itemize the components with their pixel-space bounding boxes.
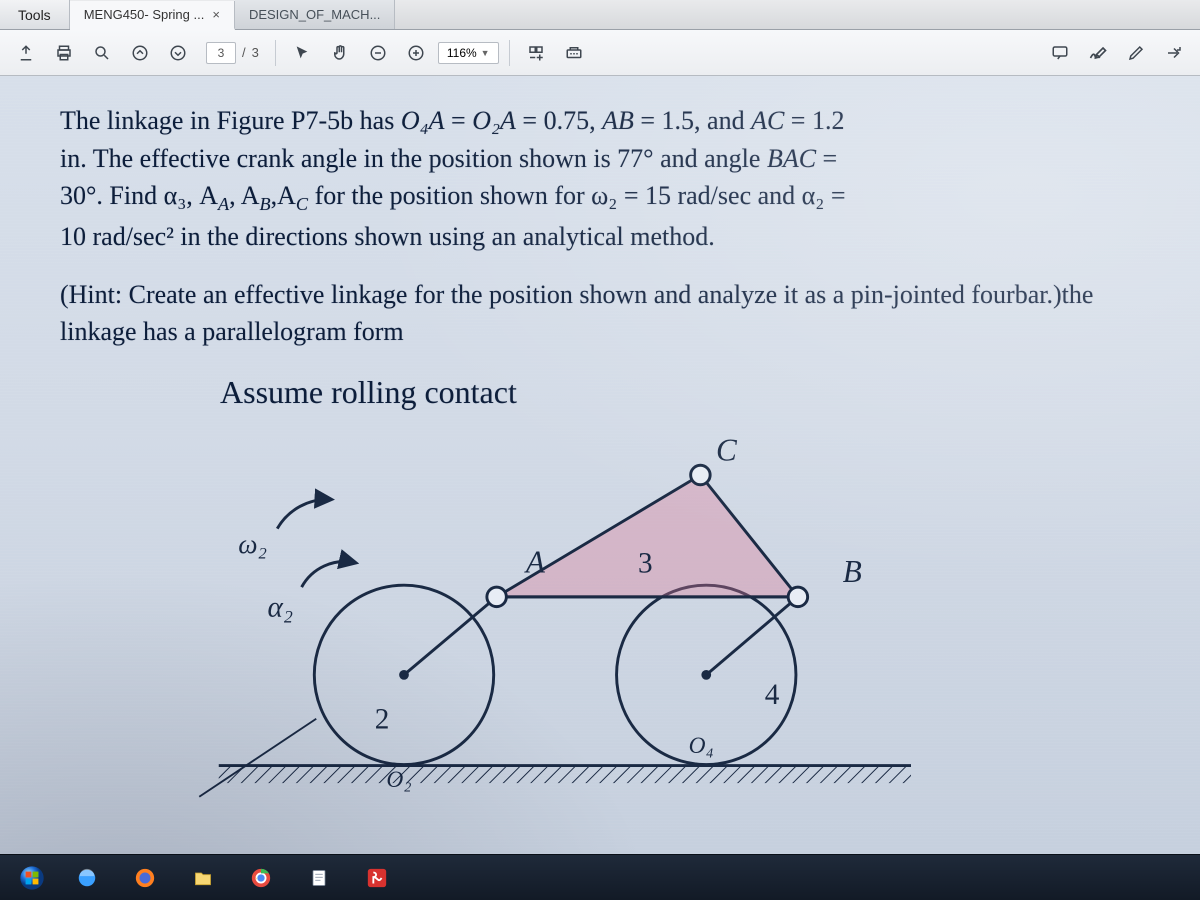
search-icon[interactable] (86, 37, 118, 69)
page-down-icon[interactable] (162, 37, 194, 69)
tab-inactive-label: DESIGN_OF_MACH... (249, 7, 380, 22)
windows-taskbar (0, 854, 1200, 900)
pdf-toolbar: 3 / 3 116% ▼ (0, 30, 1200, 76)
page-up-icon[interactable] (124, 37, 156, 69)
omega2-arrow (277, 499, 331, 528)
tab-active[interactable]: MENG450- Spring ... × (70, 1, 235, 30)
typewriter-icon[interactable] (558, 37, 590, 69)
pin-C (691, 465, 711, 485)
page-sep: / (242, 45, 246, 60)
tools-menu-button[interactable]: Tools (0, 0, 70, 29)
toolbar-separator (275, 40, 276, 66)
label-3: 3 (638, 548, 653, 580)
forward-icon[interactable] (1158, 37, 1190, 69)
taskbar-explorer-icon[interactable] (176, 859, 230, 897)
label-omega2: ω₂ (238, 529, 267, 559)
label-O2: O₂ (386, 767, 411, 793)
tab-inactive[interactable]: DESIGN_OF_MACH... (235, 0, 395, 29)
tab-strip: Tools MENG450- Spring ... × DESIGN_OF_MA… (0, 0, 1200, 30)
label-C: C (716, 432, 738, 467)
comment-icon[interactable] (1044, 37, 1076, 69)
pin-A (487, 587, 507, 607)
tools-label: Tools (18, 7, 51, 23)
ground-hatch (219, 766, 911, 784)
toolbar-separator (509, 40, 510, 66)
linkage-diagram: ω₂ α₂ A B C 2 3 4 O₂ O₄ (150, 436, 970, 826)
label-A: A (524, 545, 546, 580)
close-icon[interactable]: × (212, 7, 220, 22)
hand-icon[interactable] (324, 37, 356, 69)
pin-B (788, 587, 808, 607)
edit-icon[interactable] (1120, 37, 1152, 69)
label-alpha2: α₂ (268, 591, 294, 623)
page-total: 3 (252, 45, 259, 60)
taskbar-firefox-icon[interactable] (118, 859, 172, 897)
page-number-input[interactable]: 3 (206, 42, 236, 64)
label-B: B (843, 554, 862, 589)
taskbar-doc-icon[interactable] (292, 859, 346, 897)
zoom-dropdown[interactable]: 116% ▼ (438, 42, 499, 64)
zoom-out-icon[interactable] (362, 37, 394, 69)
taskbar-ie-icon[interactable] (60, 859, 114, 897)
pointer-icon[interactable] (286, 37, 318, 69)
start-button[interactable] (8, 854, 56, 900)
tab-active-label: MENG450- Spring ... (84, 7, 205, 22)
chevron-down-icon: ▼ (481, 48, 490, 58)
alpha2-arrow (302, 562, 356, 588)
label-2: 2 (375, 704, 390, 736)
page-indicator: 3 / 3 (200, 42, 265, 64)
problem-text: The linkage in Figure P7-5b has O₄A = O₂… (60, 102, 1140, 425)
taskbar-chrome-icon[interactable] (234, 859, 288, 897)
sign-icon[interactable] (1082, 37, 1114, 69)
selection-tool-icon[interactable] (520, 37, 552, 69)
export-icon[interactable] (10, 37, 42, 69)
label-O4: O₄ (689, 733, 714, 759)
label-4: 4 (765, 679, 780, 711)
print-icon[interactable] (48, 37, 80, 69)
document-viewport[interactable]: The linkage in Figure P7-5b has O₄A = O₂… (0, 76, 1200, 854)
zoom-in-icon[interactable] (400, 37, 432, 69)
taskbar-reader-icon[interactable] (350, 859, 404, 897)
zoom-value: 116% (447, 46, 477, 60)
